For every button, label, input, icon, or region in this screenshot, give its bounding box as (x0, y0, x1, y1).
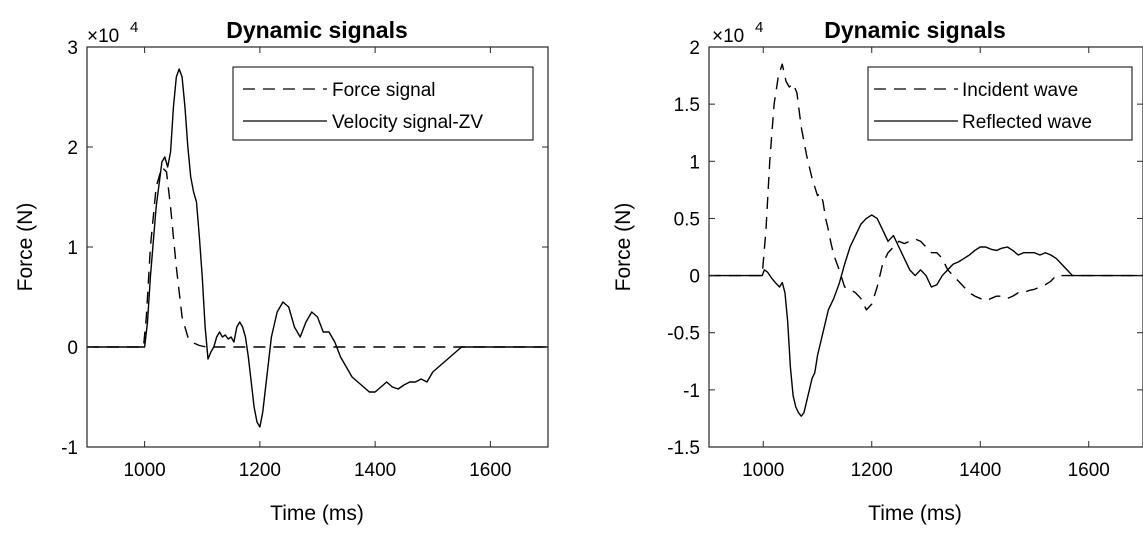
y-tick-label: -1 (61, 438, 78, 459)
y-tick-label: 1 (67, 238, 78, 259)
y-axis-exponent: ×10 4 (87, 19, 138, 47)
series-group (709, 63, 1143, 417)
chart-title: Dynamic signals (226, 17, 408, 43)
y-tick-label: 2 (689, 38, 700, 59)
legend-label-force-signal: Force signal (332, 80, 436, 101)
x-axis-label: Time (ms) (868, 502, 962, 525)
y-tick-label: -0.5 (667, 324, 700, 345)
y-tick-label: 0 (67, 338, 78, 359)
x-axis-label: Time (ms) (270, 502, 364, 525)
x-tick-label: 1600 (1068, 460, 1110, 481)
legend-box (867, 66, 1133, 141)
legend: Force signal Velocity signal-ZV (232, 66, 534, 141)
legend-label-velocity-signal: Velocity signal-ZV (332, 112, 483, 133)
exponent-power: 4 (130, 19, 138, 36)
x-tick-label: 1400 (959, 460, 1001, 481)
x-tick-label: 1200 (239, 460, 281, 481)
x-tick-label: 1600 (469, 460, 511, 481)
series-line-incident-wave (709, 63, 1143, 311)
y-tick-label: 1.5 (674, 95, 700, 116)
series-line-reflected-wave (709, 214, 1143, 417)
x-tick-label: 1000 (742, 460, 784, 481)
y-axis-exponent: ×10 4 (712, 19, 763, 47)
x-tick-label: 1400 (354, 460, 396, 481)
series-line-force-signal (87, 166, 548, 348)
y-axis-label: Force (N) (14, 203, 37, 292)
legend-box (232, 66, 534, 141)
x-tick-label: 1000 (123, 460, 165, 481)
exponent-power: 4 (755, 19, 763, 36)
exponent-base: ×10 (87, 26, 119, 47)
series-group (87, 68, 548, 428)
chart-force-velocity: Dynamic signals ×10 4 Time (ms) Force (N… (14, 17, 549, 525)
legend-label-incident-wave: Incident wave (962, 80, 1078, 101)
y-tick-label: 3 (67, 38, 78, 59)
y-tick-label: 1 (689, 152, 700, 173)
y-tick-label: 0.5 (674, 209, 700, 230)
y-tick-label: 0 (689, 267, 700, 288)
y-tick-label: -1 (683, 381, 700, 402)
x-tick-label: 1200 (851, 460, 893, 481)
y-axis-label: Force (N) (612, 203, 635, 292)
axes-frame (708, 46, 1143, 448)
exponent-base: ×10 (712, 26, 744, 47)
chart-title: Dynamic signals (824, 17, 1006, 43)
series-line-velocity-signal-zv (87, 68, 548, 428)
y-tick-label: -1.5 (667, 438, 700, 459)
y-tick-label: 2 (67, 138, 78, 159)
legend-label-reflected-wave: Reflected wave (962, 112, 1092, 133)
chart-incident-reflected: Dynamic signals ×10 4 Time (ms) Force (N… (612, 17, 1143, 525)
legend: Incident wave Reflected wave (867, 66, 1133, 141)
